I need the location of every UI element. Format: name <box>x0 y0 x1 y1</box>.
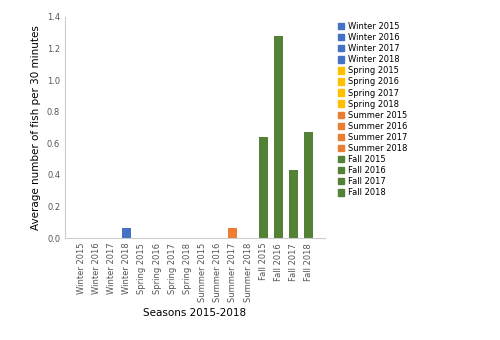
Bar <box>228 228 237 238</box>
Bar <box>122 228 132 238</box>
X-axis label: Seasons 2015-2018: Seasons 2015-2018 <box>144 308 246 318</box>
Bar <box>274 36 283 238</box>
Bar <box>289 170 298 238</box>
Legend: Winter 2015, Winter 2016, Winter 2017, Winter 2018, Spring 2015, Spring 2016, Sp: Winter 2015, Winter 2016, Winter 2017, W… <box>337 21 408 198</box>
Bar <box>258 137 268 238</box>
Y-axis label: Average number of fish per 30 minutes: Average number of fish per 30 minutes <box>32 25 42 230</box>
Bar <box>304 132 313 238</box>
